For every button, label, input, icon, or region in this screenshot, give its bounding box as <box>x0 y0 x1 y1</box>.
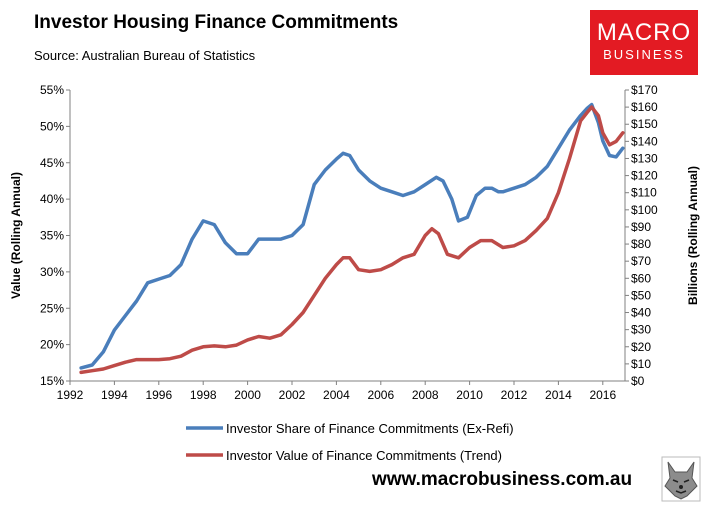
chart-series <box>79 102 625 375</box>
x-tick-label: 2016 <box>589 388 616 402</box>
right-tick-label: $120 <box>631 169 658 183</box>
series-line-1 <box>79 102 625 370</box>
right-tick-label: $80 <box>631 237 651 251</box>
right-tick-label: $150 <box>631 117 658 131</box>
x-tick-label: 2010 <box>456 388 483 402</box>
right-tick-label: $60 <box>631 271 651 285</box>
right-tick-label: $160 <box>631 100 658 114</box>
logo-line-macro: MACRO <box>596 19 692 46</box>
x-tick-label: 1998 <box>190 388 217 402</box>
x-tick-label: 1992 <box>57 388 84 402</box>
right-tick-label: $90 <box>631 220 651 234</box>
right-tick-label: $70 <box>631 254 651 268</box>
x-tick-label: 2000 <box>234 388 261 402</box>
x-tick-label: 1994 <box>101 388 128 402</box>
right-tick-label: $110 <box>631 186 657 200</box>
right-tick-label: $170 <box>631 83 658 97</box>
right-tick-label: $20 <box>631 340 651 354</box>
right-tick-label: $40 <box>631 306 651 320</box>
chart-legend: Investor Share of Finance Commitments (E… <box>186 421 514 463</box>
legend-label-1: Investor Share of Finance Commitments (E… <box>226 421 514 436</box>
x-tick-label: 2006 <box>367 388 394 402</box>
left-tick-label: 50% <box>40 119 64 133</box>
website-url: www.macrobusiness.com.au <box>372 469 633 490</box>
macro-business-logo: MACRO BUSINESS <box>590 10 698 75</box>
right-tick-label: $50 <box>631 288 651 302</box>
left-tick-label: 25% <box>40 301 64 315</box>
left-axis-label: Value (Rolling Annual) <box>9 172 23 299</box>
right-tick-label: $0 <box>631 374 645 388</box>
logo-line-business: BUSINESS <box>603 47 685 62</box>
x-tick-label: 2012 <box>501 388 528 402</box>
series-line-2 <box>79 105 625 375</box>
chart-axes: 55% 50% 45% 40% 35% 30% 25% 20% 15% $170 $160 $150 $… <box>9 83 700 402</box>
right-tick-label: $100 <box>631 203 658 217</box>
wolf-icon <box>661 456 701 502</box>
left-tick-label: 45% <box>40 156 64 170</box>
chart-source: Source: Australian Bureau of Statistics <box>34 48 256 63</box>
right-tick-label: $10 <box>631 357 651 371</box>
left-tick-label: 35% <box>40 229 64 243</box>
legend-label-2: Investor Value of Finance Commitments (T… <box>226 448 502 463</box>
right-tick-label: $130 <box>631 151 658 165</box>
x-tick-label: 2008 <box>412 388 439 402</box>
x-tick-label: 2014 <box>545 388 572 402</box>
right-tick-label: $140 <box>631 134 658 148</box>
page-title: Investor Housing Finance Commitments <box>34 12 399 33</box>
left-tick-label: 55% <box>40 83 64 97</box>
left-tick-label: 15% <box>40 374 64 388</box>
right-axis-label: Billions (Rolling Annual) <box>686 166 700 305</box>
x-tick-label: 2004 <box>323 388 350 402</box>
right-tick-label: $30 <box>631 323 651 337</box>
x-tick-label: 1996 <box>145 388 172 402</box>
left-tick-label: 40% <box>40 192 64 206</box>
left-tick-label: 30% <box>40 265 64 279</box>
left-tick-label: 20% <box>40 338 64 352</box>
x-tick-label: 2002 <box>279 388 306 402</box>
